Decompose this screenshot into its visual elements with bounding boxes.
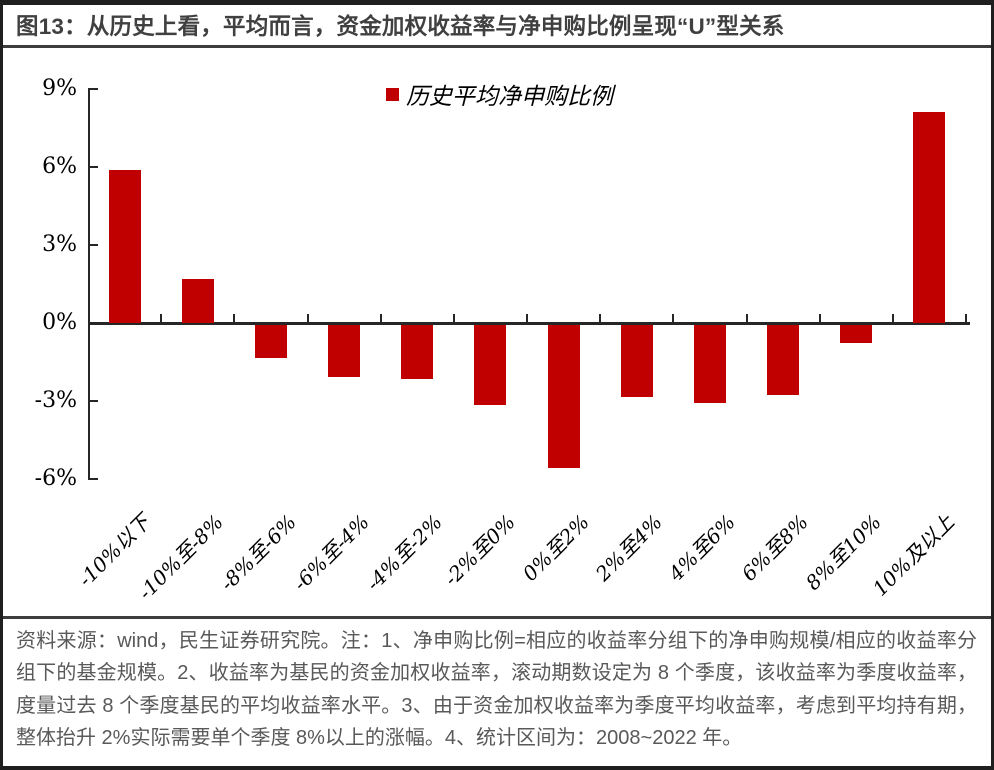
x-tick-label: -2%至0% [439, 509, 521, 591]
x-tick-label: 4%至6% [663, 509, 740, 586]
legend-label: 历史平均净申购比例 [406, 84, 613, 110]
x-tick-label: 2%至4% [590, 509, 667, 586]
x-axis-tick [599, 314, 602, 322]
y-tick-label: 9% [42, 76, 77, 101]
y-tick-label: -6% [34, 466, 77, 491]
bar [767, 324, 800, 395]
y-axis-tick [88, 166, 98, 168]
figure-title: 图13：从历史上看，平均而言，资金加权收益率与净申购比例呈现“U”型关系 [16, 14, 785, 39]
bar [108, 169, 141, 323]
x-axis-tick [965, 314, 968, 322]
y-axis-tick [88, 88, 98, 90]
y-tick-label: 3% [42, 232, 77, 257]
source-note-bar: 资料来源：wind，民生证券研究院。注：1、净申购比例=相应的收益率分组下的净申… [3, 616, 991, 755]
x-axis-tick [160, 314, 163, 322]
bar [620, 324, 653, 398]
y-axis-tick [88, 400, 98, 402]
x-tick-label: -8%至-6% [215, 509, 301, 596]
bar [254, 324, 287, 359]
x-axis-tick [379, 314, 382, 322]
x-axis-tick [891, 314, 894, 322]
bar [913, 112, 946, 323]
bar [840, 324, 873, 343]
y-tick-label: 6% [42, 154, 77, 179]
bar [328, 324, 361, 377]
x-axis-tick [452, 314, 455, 322]
y-tick-label: 0% [42, 310, 77, 335]
y-axis-line [88, 89, 90, 479]
bar [181, 278, 214, 323]
x-tick-label: -6%至-4% [288, 509, 374, 596]
x-axis-tick [526, 314, 529, 322]
x-axis-tick [818, 314, 821, 322]
y-axis-tick [88, 478, 98, 480]
bar [693, 324, 726, 403]
x-axis-tick [306, 314, 309, 322]
bar [547, 324, 580, 468]
x-tick-label: 0%至2% [517, 509, 594, 586]
x-tick-label: -4%至-2% [361, 509, 448, 596]
x-axis-tick [233, 314, 236, 322]
y-axis-tick [88, 244, 98, 246]
chart-legend: 历史平均净申购比例 [386, 77, 613, 111]
bar [401, 324, 434, 380]
legend-square-icon [386, 87, 399, 101]
bar-chart: 历史平均净申购比例 9% 6% 3% 0% -3% -6% -10%以下 -10%至-8% -8… [3, 48, 991, 616]
x-axis-tick [745, 314, 748, 322]
bar [474, 324, 507, 406]
figure-title-bar: 图13：从历史上看，平均而言，资金加权收益率与净申购比例呈现“U”型关系 [3, 5, 991, 48]
y-tick-label: -3% [34, 388, 77, 413]
x-axis-zero-line [88, 322, 971, 325]
x-axis-tick [672, 314, 675, 322]
source-note-text: 资料来源：wind，民生证券研究院。注：1、净申购比例=相应的收益率分组下的净申… [16, 630, 977, 750]
